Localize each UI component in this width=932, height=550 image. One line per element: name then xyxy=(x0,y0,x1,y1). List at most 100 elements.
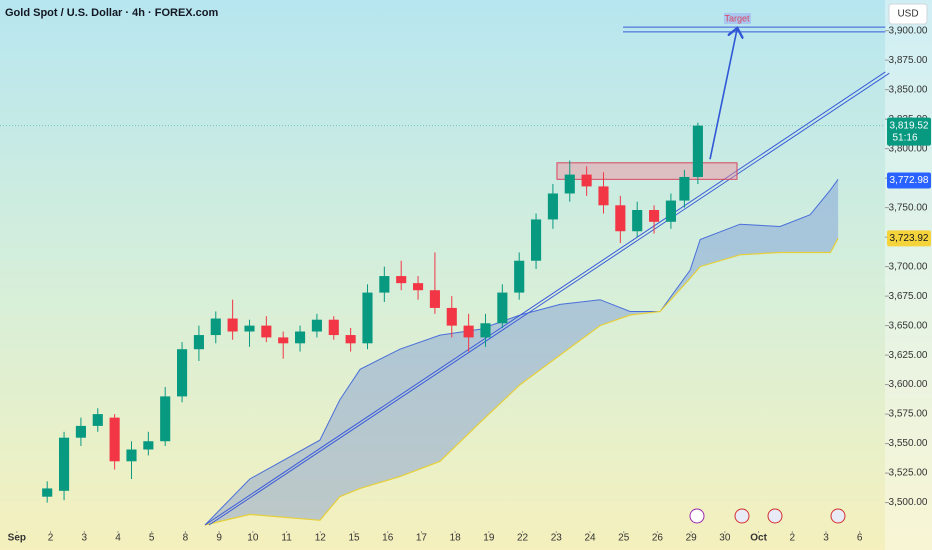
candle-body xyxy=(227,318,238,332)
x-tick-label: 12 xyxy=(315,533,327,544)
x-tick-label: 17 xyxy=(416,533,428,544)
x-tick-label: 29 xyxy=(686,533,698,544)
resistance-zone xyxy=(556,162,738,180)
x-tick-label: 10 xyxy=(247,533,259,544)
y-tick-label: 3,500.00 xyxy=(889,497,928,508)
x-tick-label: 24 xyxy=(584,533,596,544)
y-tick-label: 3,675.00 xyxy=(889,291,928,302)
candle-body xyxy=(143,441,154,450)
x-tick-label: 23 xyxy=(551,533,563,544)
cloud-area xyxy=(205,179,839,526)
x-tick-label: 18 xyxy=(450,533,462,544)
candle-body xyxy=(295,331,306,344)
candle-body xyxy=(160,396,171,442)
candle-body xyxy=(379,276,390,293)
price-marker xyxy=(887,172,931,189)
candle-body xyxy=(564,174,575,194)
y-tick-label: 3,650.00 xyxy=(889,320,928,331)
event-icon[interactable] xyxy=(734,508,750,524)
candle-body xyxy=(193,335,204,350)
candle-body xyxy=(92,414,103,426)
x-tick-label: 6 xyxy=(857,533,863,544)
cloud-lower xyxy=(204,238,839,526)
y-tick-label: 3,850.00 xyxy=(889,84,928,95)
currency-box[interactable] xyxy=(888,3,928,25)
price-marker xyxy=(887,117,931,146)
candle-body xyxy=(547,193,558,220)
candle-body xyxy=(692,125,703,177)
candle-body xyxy=(615,205,626,232)
x-tick-label: 19 xyxy=(483,533,495,544)
x-tick-label: 3 xyxy=(823,533,829,544)
candle-body xyxy=(210,318,221,336)
y-tick-label: 3,875.00 xyxy=(889,55,928,66)
x-tick-label: 15 xyxy=(348,533,360,544)
candle-body xyxy=(581,174,592,187)
candle-body xyxy=(463,325,474,338)
price-marker-label: 3,723.92 xyxy=(890,233,929,244)
price-marker xyxy=(887,230,931,247)
price-axis xyxy=(885,0,932,550)
candle-body xyxy=(362,292,373,344)
x-tick-label: 2 xyxy=(48,533,54,544)
candle-body xyxy=(497,292,508,324)
x-tick-label: 26 xyxy=(652,533,664,544)
cloud-upper xyxy=(204,179,839,526)
target-label: Target xyxy=(724,13,750,23)
candle-body xyxy=(649,210,660,222)
price-marker-label: 3,772.98 xyxy=(890,175,929,186)
candle-body xyxy=(679,176,690,201)
candle-body xyxy=(328,319,339,336)
candle-body xyxy=(42,488,53,497)
x-tick-label: 9 xyxy=(216,533,222,544)
candle-body xyxy=(665,200,676,222)
y-tick-label: 3,900.00 xyxy=(889,25,928,36)
x-tick-label: 5 xyxy=(149,533,155,544)
x-tick-label: 30 xyxy=(719,533,731,544)
y-tick-label: 3,625.00 xyxy=(889,350,928,361)
candle-body xyxy=(413,283,424,291)
event-icons xyxy=(689,508,846,524)
target-arrow xyxy=(709,29,737,160)
candle-body xyxy=(311,319,322,332)
x-tick-label: 2 xyxy=(790,533,796,544)
candle-body xyxy=(75,425,86,438)
y-tick-label: 3,600.00 xyxy=(889,379,928,390)
trendline xyxy=(208,72,890,526)
y-tick-label: 3,550.00 xyxy=(889,438,928,449)
x-tick-label: 4 xyxy=(115,533,121,544)
candle-body xyxy=(480,323,491,338)
currency: USD xyxy=(897,9,918,20)
y-tick-label: 3,750.00 xyxy=(889,202,928,213)
candle-body xyxy=(109,417,120,462)
x-tick-label: 16 xyxy=(382,533,394,544)
x-tick-label: 11 xyxy=(281,533,292,544)
candle-body xyxy=(177,349,188,397)
event-icon[interactable] xyxy=(830,508,846,524)
candle-body xyxy=(126,449,137,462)
candle-body xyxy=(514,260,525,293)
x-tick-label: 25 xyxy=(618,533,630,544)
x-tick-label: Sep xyxy=(8,533,26,544)
candle-body xyxy=(261,325,272,338)
chart-title: Gold Spot / U.S. Dollar · 4h · FOREX.com xyxy=(5,7,219,19)
y-tick-label: 3,700.00 xyxy=(889,261,928,272)
target-label-box xyxy=(723,13,751,24)
candle-body xyxy=(429,290,440,308)
y-tick-label: 3,575.00 xyxy=(889,409,928,420)
x-tick-label: 3 xyxy=(82,533,88,544)
candle-body xyxy=(632,210,643,232)
price-marker-label: 3,819.52 xyxy=(890,120,929,131)
x-tick-label: 22 xyxy=(517,533,529,544)
event-icon[interactable] xyxy=(767,508,783,524)
candle-body xyxy=(244,325,255,332)
trendline xyxy=(204,71,886,526)
candle-body xyxy=(531,219,542,261)
event-icon[interactable] xyxy=(689,508,705,524)
y-tick-label: 3,525.00 xyxy=(889,468,928,479)
candle-body xyxy=(396,276,407,284)
x-tick-label: 8 xyxy=(183,533,189,544)
candle-body xyxy=(278,337,289,344)
